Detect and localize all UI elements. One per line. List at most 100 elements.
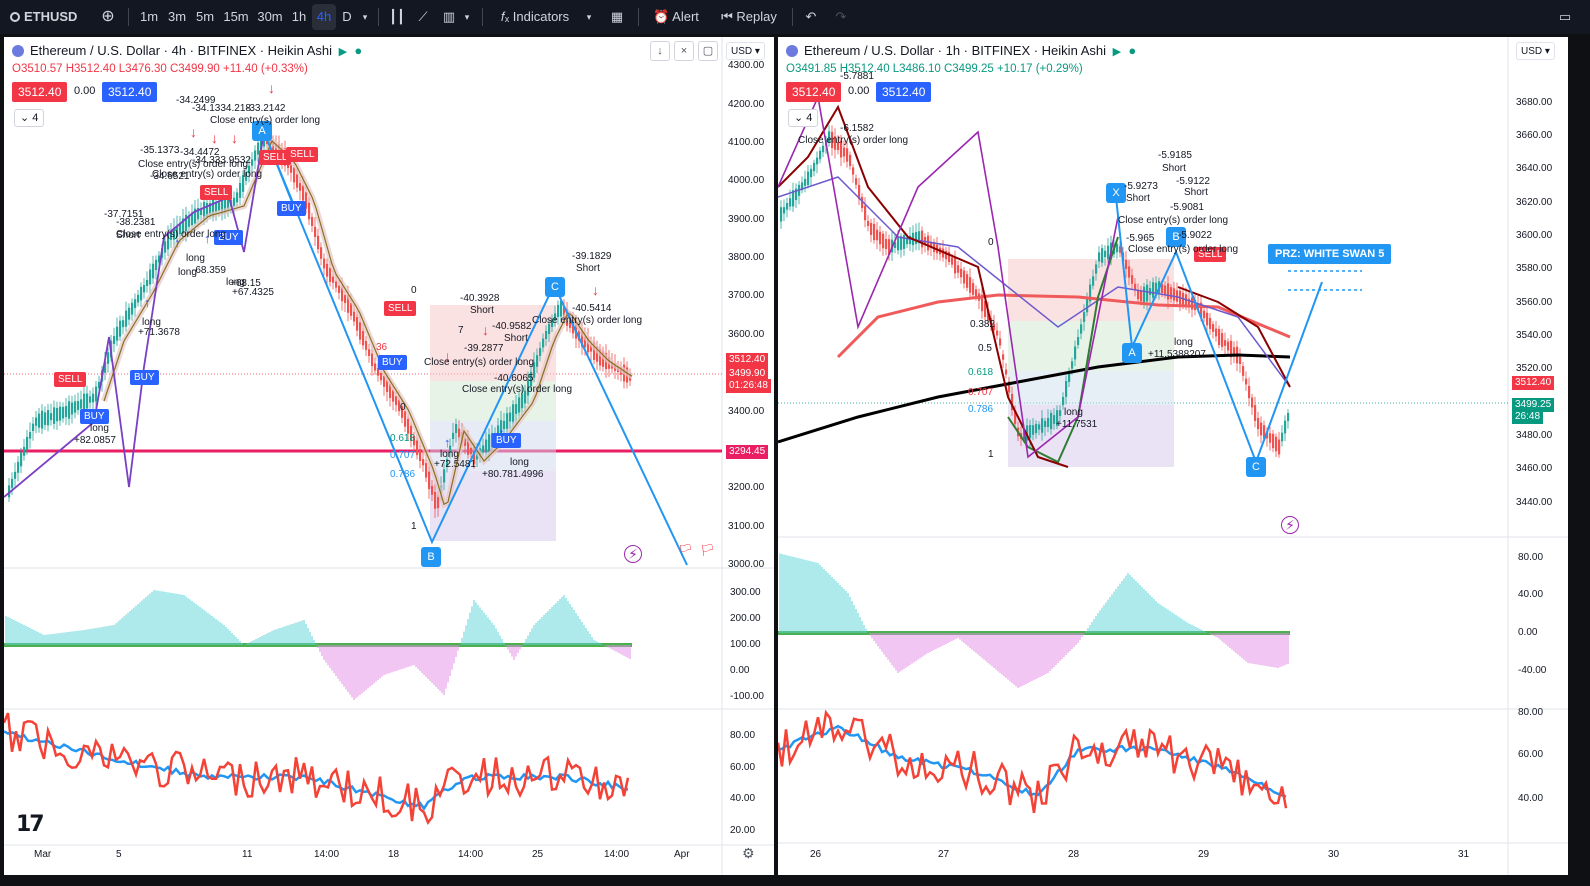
chevron-down-icon[interactable]: ▾	[464, 12, 470, 22]
timeframe-1m[interactable]: 1m	[139, 9, 159, 24]
right-candle-body	[1248, 385, 1251, 399]
right-strategy-annotation: -5.7881	[840, 71, 874, 82]
left-candle-body	[428, 471, 431, 490]
timeframe-3m[interactable]: 3m	[167, 9, 187, 24]
right-point-a[interactable]: A	[1122, 343, 1142, 363]
left-strategy-annotation: -34.6521	[150, 171, 190, 182]
left-sell-signal[interactable]: SELL	[54, 372, 87, 387]
right-point-b[interactable]: B	[1166, 227, 1186, 247]
right-point-x[interactable]: X	[1106, 183, 1126, 203]
right-candle-body	[1224, 340, 1227, 346]
right-currency-select[interactable]: USD ▾	[1516, 42, 1555, 60]
left-candle-body	[344, 294, 347, 304]
undo-icon[interactable]: ↶	[805, 9, 817, 24]
layout-icon[interactable]: ▦	[610, 9, 624, 24]
redo-icon[interactable]: ↷	[835, 9, 847, 24]
right-chart-title: Ethereum / U.S. Dollar · 1h · BITFINEX ·…	[786, 43, 1136, 58]
right-strategy-annotation: long	[1174, 337, 1193, 348]
right-chart-pane[interactable]: Ethereum / U.S. Dollar · 1h · BITFINEX ·…	[778, 37, 1568, 875]
left-buy-signal[interactable]: BUY	[214, 230, 243, 245]
right-strategy-annotation: Close entry(s) order long	[798, 135, 909, 146]
fullscreen-icon[interactable]: ▭	[1558, 9, 1572, 24]
left-close-icon[interactable]: ×	[674, 41, 694, 61]
left-sell-signal[interactable]: SELL	[259, 150, 292, 165]
left-sell-signal[interactable]: SELL	[384, 301, 417, 316]
timeframe-15m[interactable]: 15m	[223, 9, 249, 24]
left-bid-box[interactable]: 3512.40	[12, 82, 68, 102]
chevron-down-icon[interactable]: ▾	[586, 12, 592, 22]
right-candle-body	[972, 283, 975, 295]
left-ask-box[interactable]: 3512.40	[102, 82, 158, 102]
add-symbol-icon[interactable]: ⊕	[101, 8, 115, 25]
right-candle-body	[1044, 420, 1047, 428]
alert-button[interactable]: ⏰ Alert	[646, 4, 706, 30]
right-candle-body	[918, 231, 921, 243]
right-price-axis-label: 3440.00	[1516, 497, 1553, 508]
left-candle-body	[191, 212, 194, 225]
right-candle-body	[1215, 328, 1218, 337]
left-buy-signal[interactable]: BUY	[130, 370, 159, 385]
timeframe-30m[interactable]: 30m	[257, 9, 283, 24]
left-buy-signal[interactable]: BUY	[378, 355, 407, 370]
left-candle-body	[38, 413, 41, 428]
right-point-c[interactable]: C	[1246, 457, 1266, 477]
right-sell-signal[interactable]: SELL	[1194, 247, 1227, 262]
right-ma-blue-line	[778, 176, 1291, 388]
right-ask-box[interactable]: 3512.40	[876, 82, 932, 102]
timeframe-d[interactable]: D	[342, 9, 352, 24]
indicators-button[interactable]: 𝑓ₓ Indicators	[490, 4, 580, 30]
chevron-down-icon[interactable]: ▾	[362, 12, 368, 22]
timeframe-4h[interactable]: 4h	[312, 4, 336, 30]
left-sell-signal[interactable]: SELL	[286, 147, 319, 162]
left-candle-body	[380, 372, 383, 381]
left-candle-body	[164, 241, 167, 253]
left-buy-signal[interactable]: BUY	[492, 433, 521, 448]
chart-type-icon[interactable]: ⟋	[418, 9, 428, 24]
left-fib-level-label: 0	[411, 285, 417, 296]
left-candle-body	[122, 320, 125, 328]
right-candle-body	[996, 330, 999, 336]
symbol-search[interactable]: ETHUSD	[6, 4, 84, 30]
left-buy-signal[interactable]: BUY	[277, 201, 306, 216]
bars-icon[interactable]: ▥	[442, 9, 456, 24]
left-buy-signal[interactable]: BUY	[80, 409, 109, 424]
left-sell-signal[interactable]: SELL	[200, 185, 233, 200]
right-bid-box[interactable]: 3512.40	[786, 82, 842, 102]
left-point-a[interactable]: A	[252, 121, 272, 141]
left-candle-body	[20, 452, 23, 467]
left-candle-body	[95, 386, 98, 402]
right-chart-canvas[interactable]	[778, 37, 1568, 875]
left-indicator-count[interactable]: ⌄ 4	[14, 109, 45, 127]
timeframe-1h[interactable]: 1h	[291, 9, 307, 24]
left-candle-body	[155, 259, 158, 271]
left-candle-body	[71, 402, 74, 415]
right-candle-body	[933, 241, 936, 253]
right-ma-green-line	[1007, 236, 1119, 464]
right-time-axis-label: 29	[1198, 849, 1210, 860]
candles-icon[interactable]: ┃┃	[389, 9, 405, 24]
left-candle-body	[512, 404, 515, 422]
left-maximize-icon[interactable]: ▢	[698, 41, 718, 61]
left-chart-pane[interactable]: Ethereum / U.S. Dollar · 4h · BITFINEX ·…	[4, 37, 774, 875]
left-point-c[interactable]: C	[545, 277, 565, 297]
left-fib-level-label: 0.786	[390, 469, 416, 480]
left-point-b[interactable]: B	[421, 547, 441, 567]
right-indicator-count[interactable]: ⌄ 4	[788, 109, 819, 127]
replay-button[interactable]: ⏮ Replay	[714, 4, 784, 30]
left-currency-select[interactable]: USD ▾	[726, 42, 765, 60]
left-chart-canvas[interactable]	[4, 37, 774, 875]
right-candle-body	[783, 207, 786, 214]
left-candle-body	[374, 363, 377, 371]
timeframe-5m[interactable]: 5m	[195, 9, 215, 24]
ethereum-logo-icon	[12, 45, 24, 57]
right-candle-body	[1185, 294, 1188, 307]
right-candle-body	[828, 131, 831, 143]
settings-gear-icon[interactable]: ⚙	[742, 845, 755, 861]
left-candle-body	[371, 353, 374, 366]
left-price-axis-label: 3100.00	[728, 521, 765, 532]
right-candle-body	[1095, 264, 1098, 274]
left-collapse-icon[interactable]: ↓	[650, 41, 670, 61]
right-candle-body	[921, 230, 924, 248]
right-candle-body	[1143, 286, 1146, 303]
left-candle-body	[41, 410, 44, 429]
